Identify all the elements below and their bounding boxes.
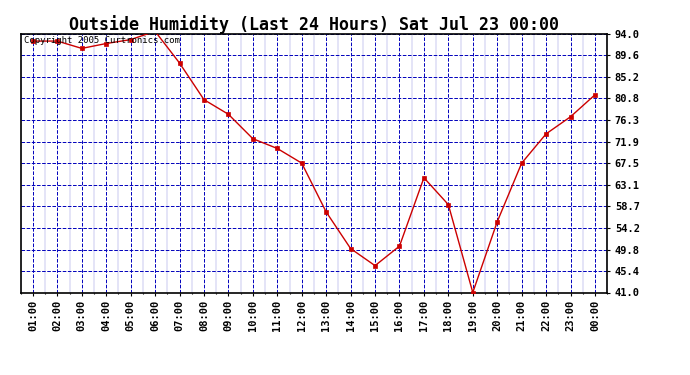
Title: Outside Humidity (Last 24 Hours) Sat Jul 23 00:00: Outside Humidity (Last 24 Hours) Sat Jul… xyxy=(69,15,559,34)
Text: Copyright 2005 Curtronics.com: Copyright 2005 Curtronics.com xyxy=(23,36,179,45)
